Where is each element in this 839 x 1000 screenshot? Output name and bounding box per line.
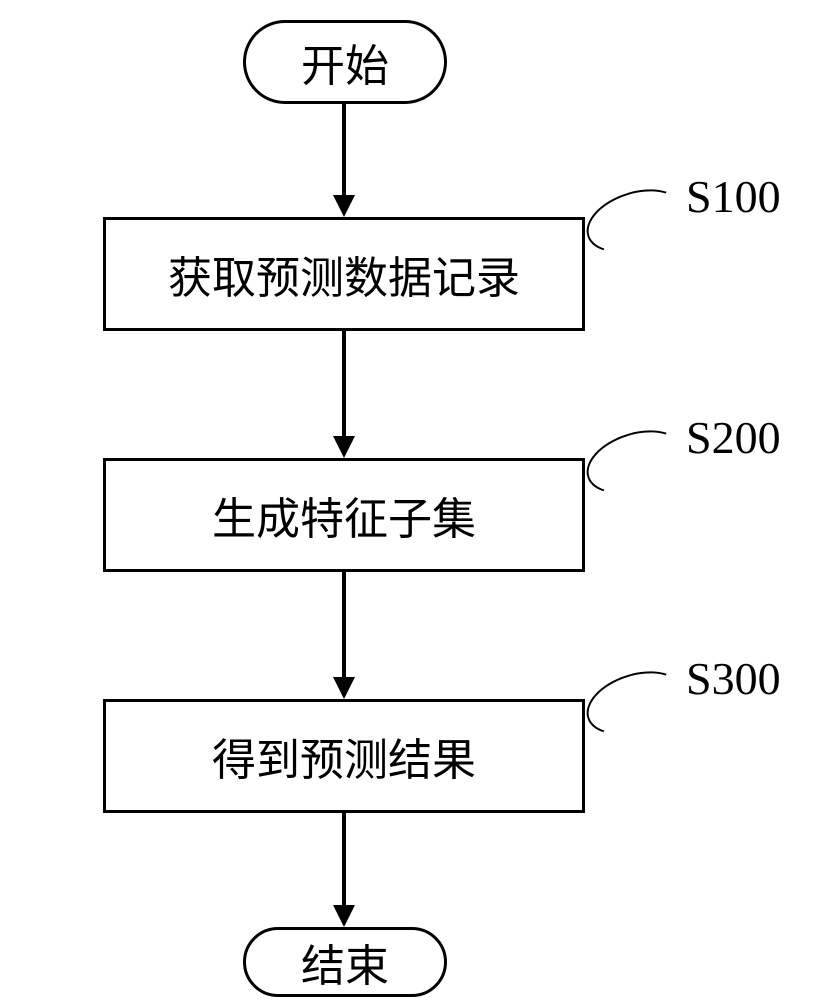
end-node: 结束 [243, 927, 447, 997]
step-label-s200: S200 [686, 411, 781, 464]
callout-s200 [578, 419, 691, 505]
arrow-1-head [333, 195, 355, 217]
step-label-s100: S100 [686, 170, 781, 223]
arrow-4-line [342, 813, 346, 905]
process-s200: 生成特征子集 [103, 458, 585, 572]
process-s100: 获取预测数据记录 [103, 217, 585, 331]
arrow-3-head [333, 677, 355, 699]
callout-s300 [578, 660, 691, 746]
end-label: 结束 [301, 930, 389, 994]
start-node: 开始 [243, 20, 447, 104]
process-s300-text: 得到预测结果 [212, 724, 476, 788]
arrow-2-line [342, 331, 346, 436]
arrow-4-head [333, 905, 355, 927]
callout-s100 [578, 178, 691, 264]
process-s300: 得到预测结果 [103, 699, 585, 813]
process-s200-text: 生成特征子集 [212, 483, 476, 547]
flowchart-canvas: 开始 S100 获取预测数据记录 S200 生成特征子集 S300 得到预测结果… [0, 0, 839, 1000]
arrow-2-head [333, 436, 355, 458]
start-label: 开始 [301, 30, 389, 94]
arrow-1-line [342, 104, 346, 195]
arrow-3-line [342, 572, 346, 677]
step-label-s300: S300 [686, 652, 781, 705]
process-s100-text: 获取预测数据记录 [168, 242, 520, 306]
